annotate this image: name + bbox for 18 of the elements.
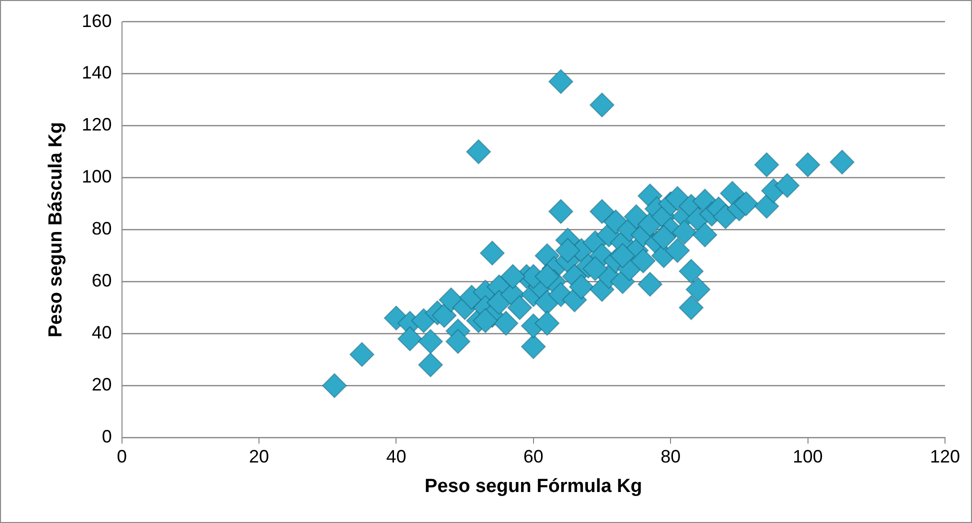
y-axis-title: Peso segun Báscula Kg [46, 122, 67, 338]
x-axis-title: Peso segun Fórmula Kg [424, 476, 642, 497]
y-tick-label: 160 [82, 10, 112, 31]
y-tick-label: 80 [92, 218, 112, 239]
x-tick-label: 0 [116, 446, 127, 466]
y-tick-label: 40 [92, 322, 112, 343]
y-tick-label: 140 [82, 62, 112, 83]
x-tick-label: 80 [660, 446, 681, 466]
y-tick-label: 0 [102, 426, 112, 447]
x-tick-label: 100 [792, 446, 823, 466]
y-tick-label: 60 [92, 270, 112, 291]
x-tick-label: 60 [523, 446, 544, 466]
y-tick-label: 20 [92, 374, 112, 395]
x-tick-label: 120 [930, 446, 960, 466]
y-tick-label: 120 [82, 114, 112, 135]
y-tick-label: 100 [82, 166, 112, 187]
x-tick-label: 40 [386, 446, 406, 466]
x-tick-label: 20 [249, 446, 270, 466]
